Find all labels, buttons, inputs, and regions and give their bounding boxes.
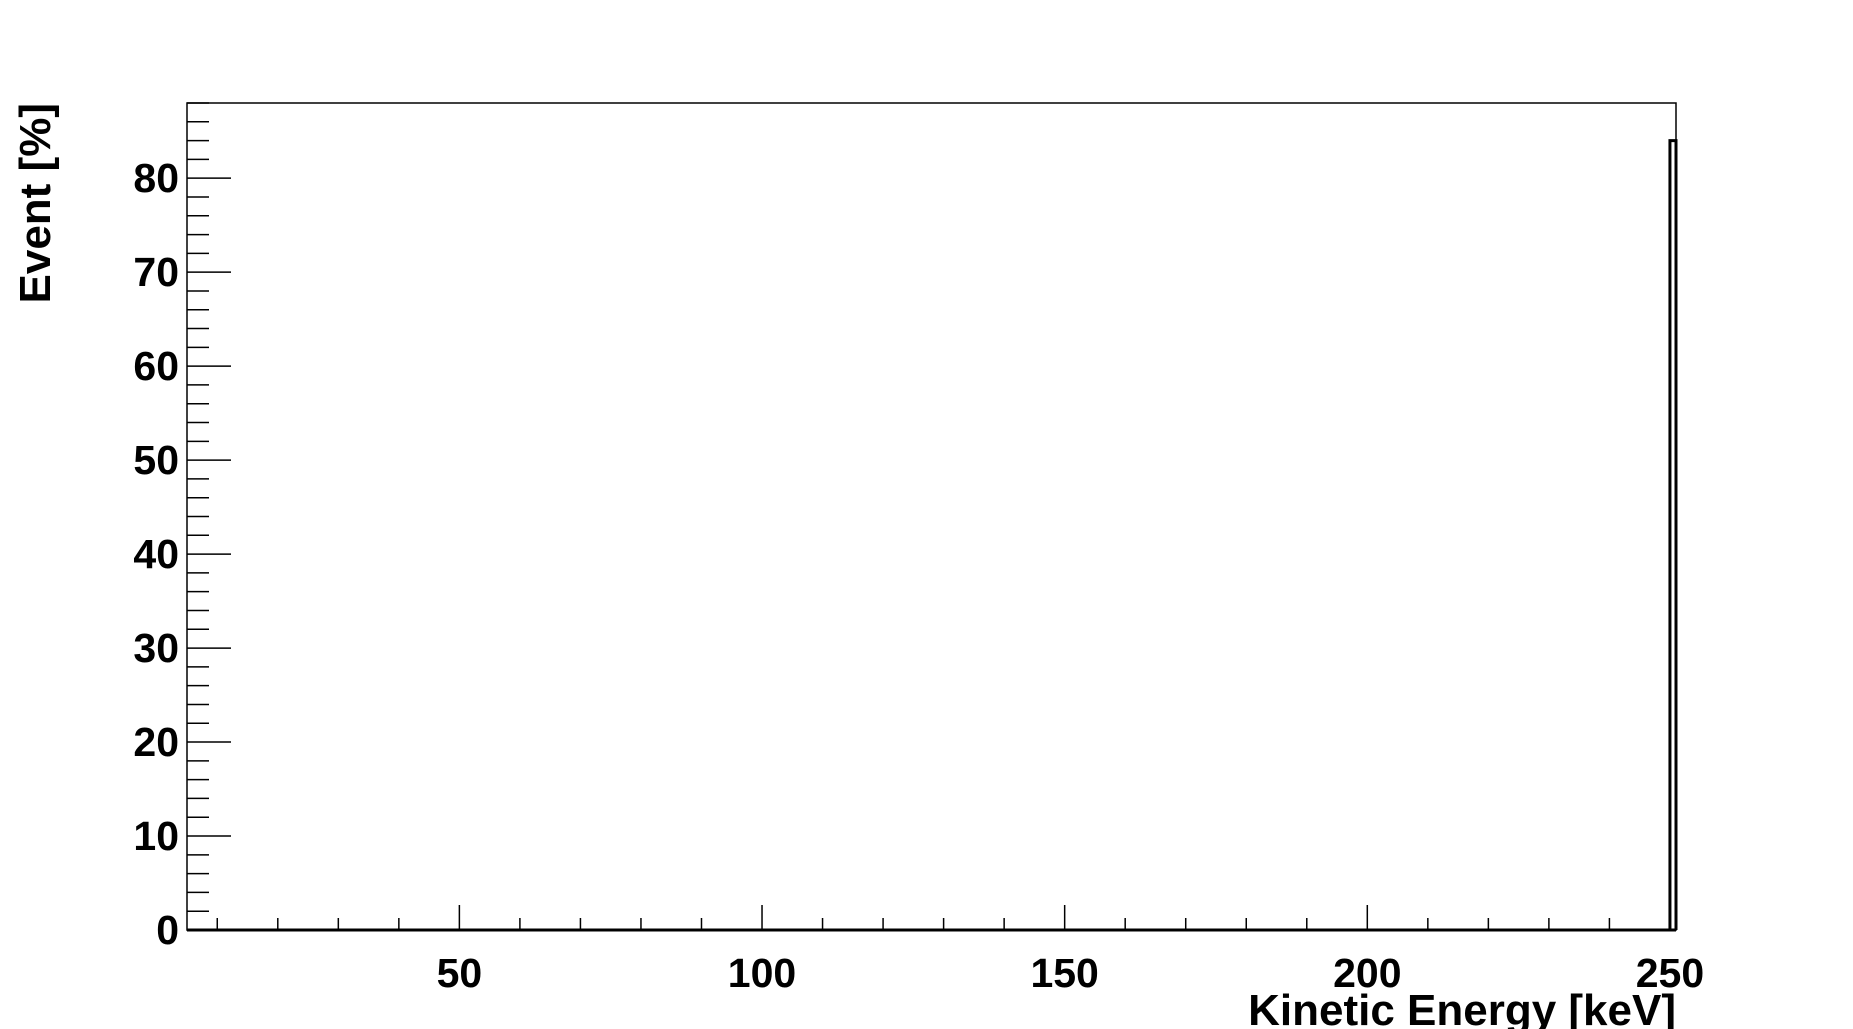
y-tick-label: 30 [133,625,179,671]
plot-frame [186,102,1677,931]
y-tick-label: 20 [133,719,179,765]
x-axis-title: Kinetic Energy [keV] [1248,986,1676,1029]
x-tick-label: 250 [1636,950,1704,996]
x-axis-tick-labels: 50 100 150 200 250 [437,950,1705,996]
y-tick-label: 80 [133,155,179,201]
y-axis-title: Event [%] [11,103,60,303]
x-tick-label: 150 [1030,950,1098,996]
y-tick-label: 50 [133,437,179,483]
y-tick-label: 70 [133,249,179,295]
x-tick-label: 50 [437,950,483,996]
y-tick-label: 60 [133,343,179,389]
x-tick-label: 200 [1333,950,1401,996]
y-axis-ticks [187,102,231,931]
x-axis-ticks [216,905,1671,930]
y-tick-label: 40 [133,531,179,577]
histogram-bar [1668,139,1678,930]
y-axis-tick-labels: 0 10 20 30 40 50 60 70 80 [133,155,179,953]
x-tick-label: 100 [728,950,796,996]
histogram-bins [1668,139,1678,930]
y-tick-label: 0 [156,907,179,953]
y-tick-label: 10 [133,813,179,859]
